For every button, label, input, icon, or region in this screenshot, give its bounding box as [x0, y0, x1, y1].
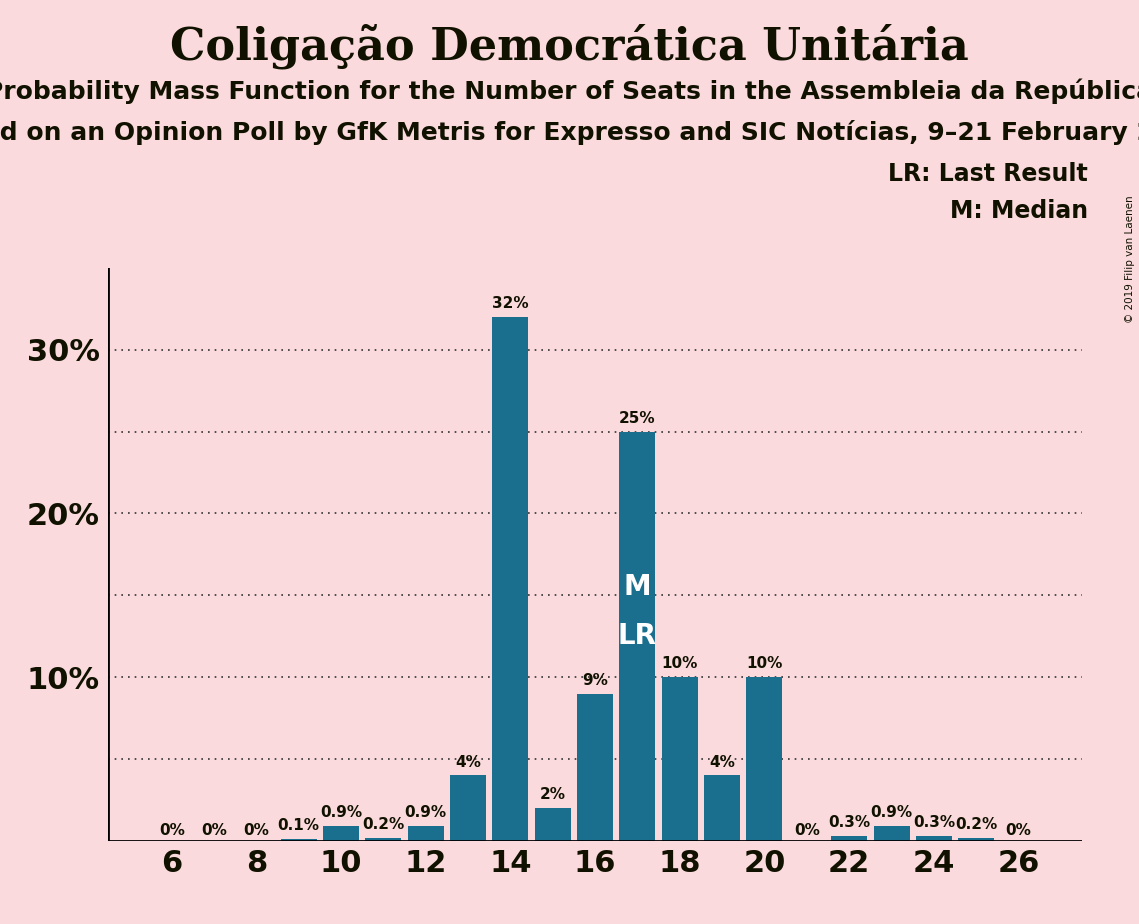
Text: 0.2%: 0.2% [362, 817, 404, 832]
Bar [746, 677, 782, 841]
Bar [577, 694, 613, 841]
Bar [408, 826, 444, 841]
Text: 25%: 25% [620, 411, 656, 426]
Bar [450, 775, 486, 841]
Text: 0.9%: 0.9% [320, 806, 362, 821]
Bar [916, 836, 952, 841]
Bar [704, 775, 740, 841]
Text: 0%: 0% [1006, 823, 1032, 838]
Text: 0.3%: 0.3% [912, 815, 954, 830]
Text: 10%: 10% [662, 656, 698, 672]
Text: 9%: 9% [582, 673, 608, 687]
Bar [323, 826, 359, 841]
Text: LR: LR [618, 622, 657, 650]
Text: Probability Mass Function for the Number of Seats in the Assembleia da República: Probability Mass Function for the Number… [0, 79, 1139, 104]
Text: 0%: 0% [158, 823, 185, 838]
Bar [831, 836, 867, 841]
Bar [662, 677, 698, 841]
Bar [535, 808, 571, 841]
Text: 0%: 0% [244, 823, 269, 838]
Text: M: M [624, 573, 652, 602]
Bar [874, 826, 910, 841]
Text: 0%: 0% [202, 823, 227, 838]
Bar [366, 837, 401, 841]
Bar [280, 839, 317, 841]
Text: 10%: 10% [746, 656, 782, 672]
Text: 32%: 32% [492, 297, 528, 311]
Bar [620, 432, 655, 841]
Text: 4%: 4% [456, 755, 481, 770]
Text: M: Median: M: Median [950, 199, 1088, 223]
Text: 0.9%: 0.9% [404, 806, 446, 821]
Text: 4%: 4% [710, 755, 735, 770]
Text: © 2019 Filip van Laenen: © 2019 Filip van Laenen [1125, 195, 1134, 322]
Text: 2%: 2% [540, 787, 566, 802]
Text: 0.9%: 0.9% [870, 806, 912, 821]
Text: 0.2%: 0.2% [956, 817, 998, 832]
Bar [958, 837, 994, 841]
Text: Based on an Opinion Poll by GfK Metris for Expresso and SIC Notícias, 9–21 Febru: Based on an Opinion Poll by GfK Metris f… [0, 120, 1139, 145]
Text: Coligação Democrática Unitária: Coligação Democrática Unitária [170, 23, 969, 68]
Text: 0%: 0% [794, 823, 820, 838]
Text: LR: Last Result: LR: Last Result [888, 162, 1088, 186]
Bar [492, 317, 528, 841]
Text: 0.1%: 0.1% [278, 819, 320, 833]
Text: 0.3%: 0.3% [828, 815, 870, 830]
